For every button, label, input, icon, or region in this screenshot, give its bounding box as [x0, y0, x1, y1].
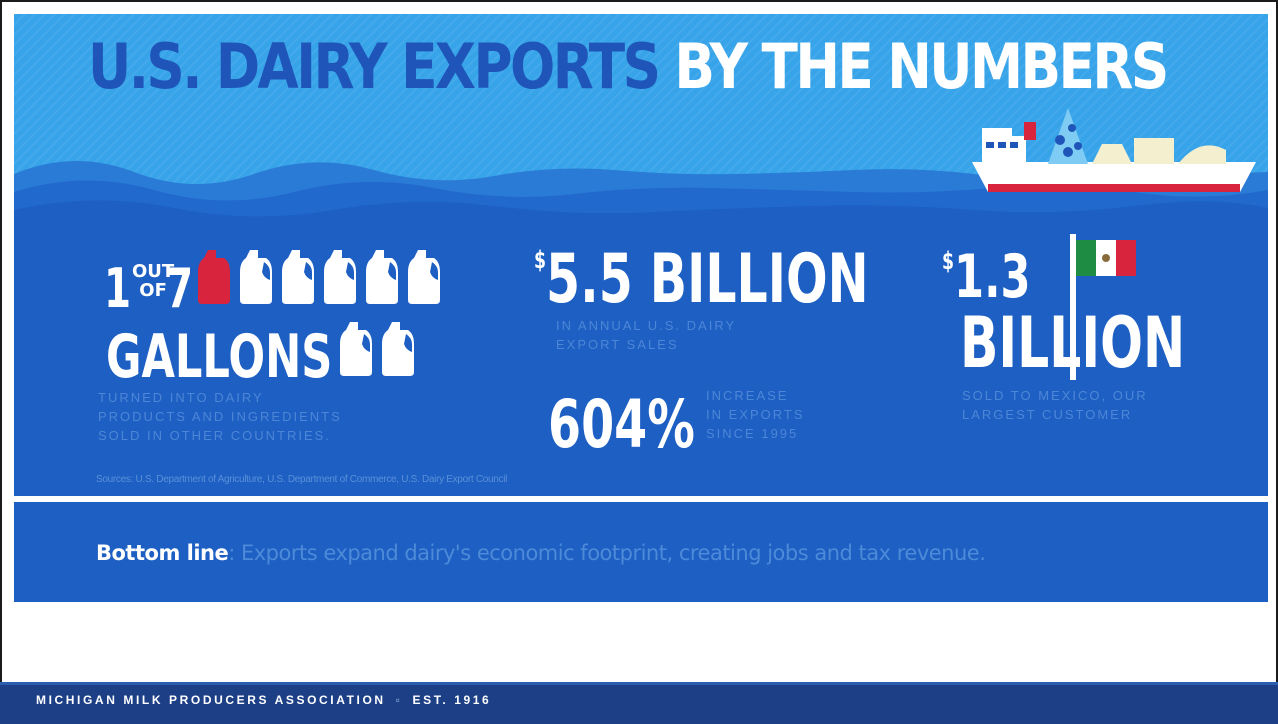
stat-out-of: OUT OF — [132, 262, 174, 300]
bottom-line-panel — [14, 502, 1268, 602]
milk-jug-icon — [240, 250, 272, 304]
mexico-flag-icon — [1070, 234, 1136, 380]
infographic-panel: U.S. DAIRY EXPORTS BY THE NUMBERS 1 OUT … — [14, 14, 1268, 496]
export-increase-caption: INCREASE IN EXPORTS SINCE 1995 — [706, 386, 805, 443]
footer-bar — [0, 682, 1278, 724]
stat-one-numerator: 1 — [104, 257, 132, 320]
mexico-value-line1: 1.3 — [954, 242, 1031, 312]
stat-mexico-value: $1.3 — [942, 242, 1065, 312]
export-increase-caption-line: INCREASE — [706, 388, 789, 403]
footer-est: EST. 1916 — [412, 693, 492, 707]
footer-separator-icon: ▫ — [395, 693, 403, 707]
cargo-ship-icon — [972, 108, 1256, 192]
milk-jug-icon — [408, 250, 440, 304]
of-label: OF — [139, 280, 167, 301]
export-increase-caption-line: SINCE 1995 — [706, 426, 799, 441]
mexico-caption-line: SOLD TO MEXICO, OUR — [962, 388, 1148, 403]
export-sales-value: 5.5 BILLION — [546, 240, 869, 319]
gallons-caption: TURNED INTO DAIRY PRODUCTS AND INGREDIEN… — [98, 388, 342, 445]
milk-jug-icon — [282, 250, 314, 304]
milk-jug-icon — [340, 322, 372, 376]
milk-jug-icon — [382, 322, 414, 376]
title-part1: U.S. DAIRY EXPORTS — [88, 30, 661, 103]
mexico-caption-line: LARGEST CUSTOMER — [962, 407, 1133, 422]
gallons-caption-line: TURNED INTO DAIRY — [98, 390, 264, 405]
footer-text: MICHIGAN MILK PRODUCERS ASSOCIATION ▫ EST.… — [36, 693, 491, 707]
currency-symbol: $ — [534, 246, 547, 274]
title-part2: BY THE NUMBERS — [674, 30, 1169, 103]
milk-jug-icon — [324, 250, 356, 304]
bottom-line-text: : Exports expand dairy's economic footpr… — [228, 541, 986, 565]
bottom-line-label: Bottom line — [96, 541, 229, 565]
bottom-line-statement: Bottom line: Exports expand dairy's econ… — [96, 541, 986, 565]
milk-jug-icon-highlighted — [198, 250, 230, 304]
currency-symbol: $ — [942, 247, 955, 275]
export-sales-caption: IN ANNUAL U.S. DAIRY EXPORT SALES — [556, 316, 736, 354]
footer-org: MICHIGAN MILK PRODUCERS ASSOCIATION — [36, 693, 386, 707]
export-sales-caption-line: IN ANNUAL U.S. DAIRY — [556, 318, 737, 333]
out-label: OUT — [132, 261, 175, 282]
milk-jug-icon — [366, 250, 398, 304]
gallons-caption-line: PRODUCTS AND INGREDIENTS — [98, 409, 342, 424]
export-sales-caption-line: EXPORT SALES — [556, 337, 679, 352]
mexico-caption: SOLD TO MEXICO, OUR LARGEST CUSTOMER — [962, 386, 1148, 424]
page-title: U.S. DAIRY EXPORTS BY THE NUMBERS — [88, 36, 1169, 98]
stat-export-sales: $5.5 BILLION — [534, 240, 999, 319]
stat-seven-denominator: 7 — [166, 257, 194, 320]
export-increase-caption-line: IN EXPORTS — [706, 407, 805, 422]
stat-export-increase: 604% — [548, 386, 695, 463]
gallons-caption-line: SOLD IN OTHER COUNTRIES. — [98, 428, 331, 443]
waves-graphic — [14, 160, 1268, 254]
sources-note: Sources: U.S. Department of Agriculture,… — [96, 474, 508, 485]
stat-gallons-unit: GALLONS — [106, 322, 333, 392]
